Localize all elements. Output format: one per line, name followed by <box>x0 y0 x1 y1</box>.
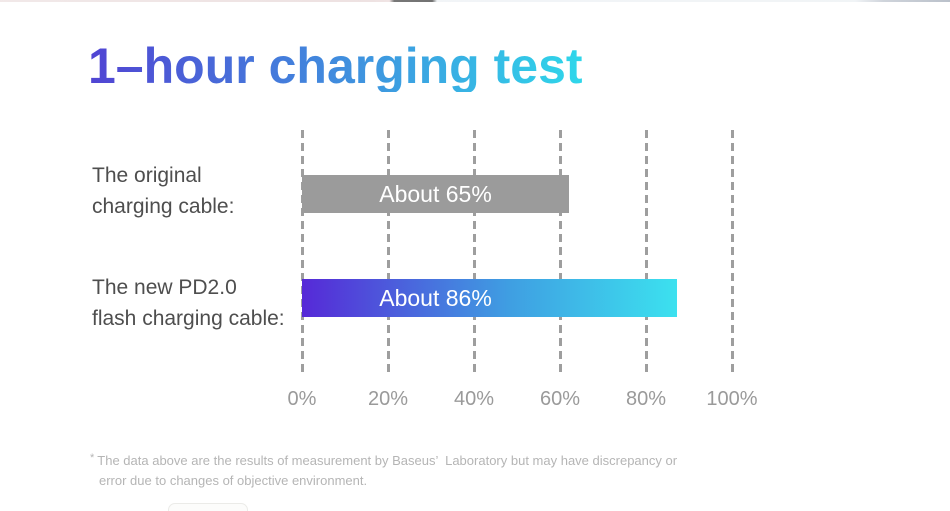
x-axis-tick-label: 100% <box>706 388 758 410</box>
row-label-line: The original <box>92 164 202 187</box>
row-label-line: The new PD2.0 <box>92 276 237 299</box>
gridline <box>473 130 476 372</box>
bar-new-pd20-cable: About 86% <box>302 279 677 317</box>
below-fold-element-edge <box>168 503 248 511</box>
top-edge-strip <box>0 0 950 2</box>
footnote-asterisk: * <box>90 452 95 464</box>
x-axis-tick-label: 0% <box>287 388 317 410</box>
gridline <box>559 130 562 372</box>
row-label-original-cable: The original charging cable: <box>92 160 234 222</box>
bar-chart: About 65% About 86% 0% 20% 40% 60% 80% 100% <box>288 130 758 430</box>
gridline <box>731 130 734 372</box>
gridline <box>301 130 304 372</box>
x-axis-tick-label: 20% <box>367 388 409 410</box>
row-label-line: charging cable: <box>92 195 235 218</box>
footnote: * The data above are the results of measu… <box>90 448 810 491</box>
footnote-line1: The data above are the results of measur… <box>97 453 678 468</box>
x-axis-tick-label: 60% <box>539 388 581 410</box>
row-label-line: flash charging cable: <box>92 307 285 330</box>
bar-original-cable: About 65% <box>302 175 569 213</box>
x-axis-tick-label: 40% <box>453 388 495 410</box>
gridline <box>645 130 648 372</box>
row-label-new-pd20-cable: The new PD2.0 flash charging cable: <box>92 272 285 334</box>
page-title: 1–hour charging test <box>88 38 583 94</box>
footnote-line2: error due to changes of objective enviro… <box>99 473 368 488</box>
bar-value-label-original: About 65% <box>379 181 492 207</box>
x-axis-tick-label: 80% <box>625 388 667 410</box>
bar-value-label-new: About 86% <box>379 285 492 311</box>
gridline <box>387 130 390 372</box>
